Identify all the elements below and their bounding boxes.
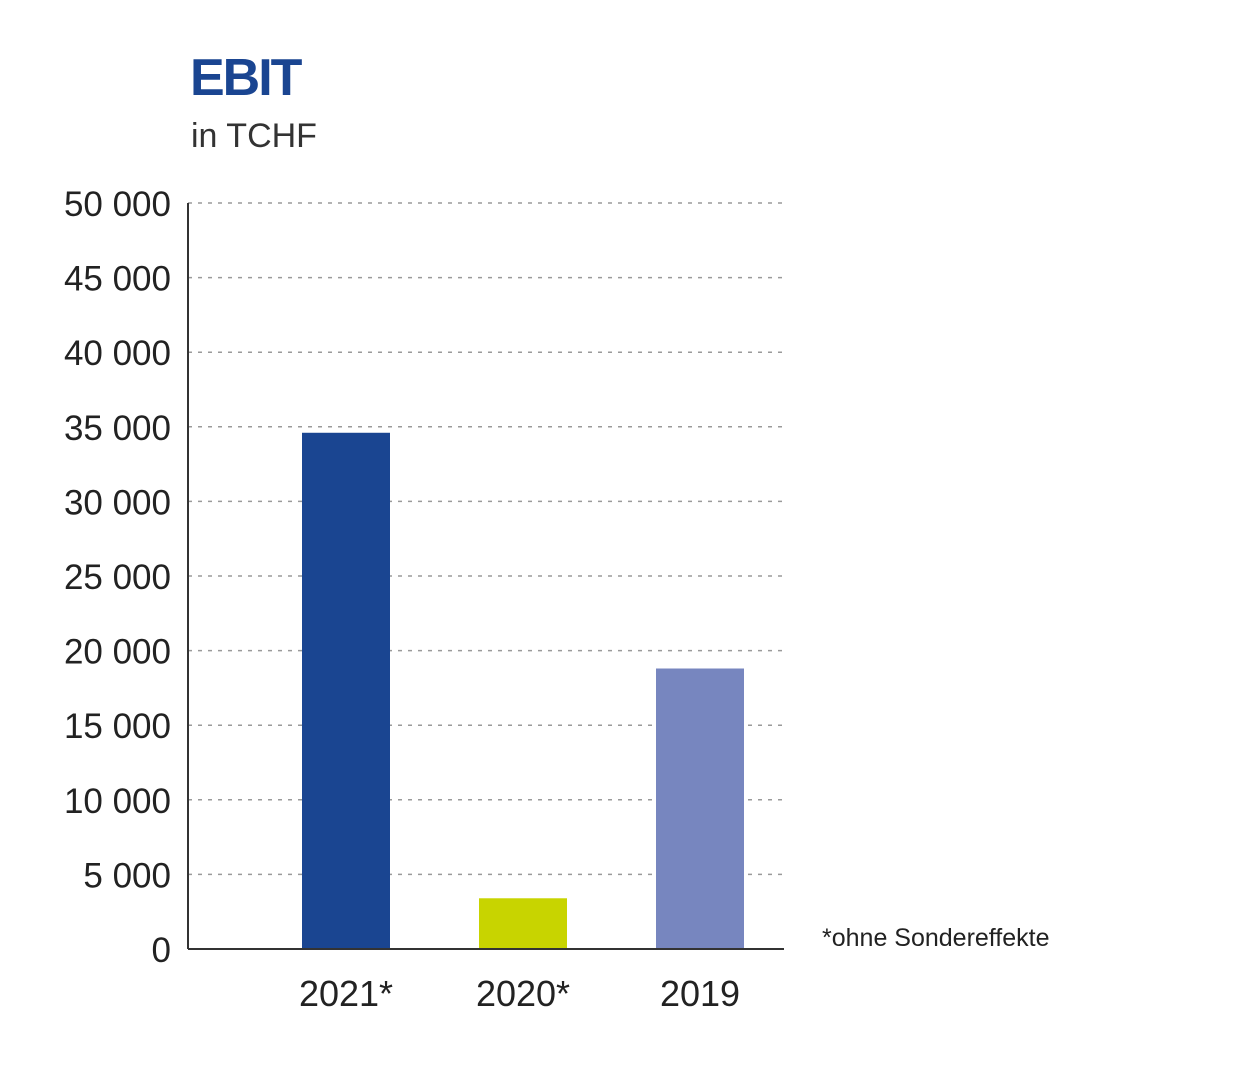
bar (302, 432, 390, 949)
x-tick-label: 2020* (476, 973, 570, 1014)
y-tick-label: 25 000 (64, 558, 171, 597)
y-tick-label: 0 (152, 931, 171, 970)
y-tick-label: 15 000 (64, 707, 171, 746)
bars (302, 432, 744, 949)
y-tick-label: 50 000 (64, 185, 171, 224)
y-tick-labels: 0 5 000 10 000 15 000 20 000 25 000 30 000 35 0… (64, 185, 171, 970)
bar (479, 898, 567, 949)
y-tick-label: 30 000 (64, 483, 171, 522)
footnote: *ohne Sondereffekte (822, 924, 1050, 952)
y-tick-label: 5 000 (83, 856, 171, 895)
axes (187, 203, 784, 950)
y-tick-label: 10 000 (64, 782, 171, 821)
y-tick-label: 20 000 (64, 633, 171, 672)
x-tick-label: 2021* (299, 973, 393, 1014)
x-tick-labels: 2021* 2020* 2019 (299, 973, 740, 1014)
chart-title: EBIT (190, 49, 302, 107)
x-tick-label: 2019 (660, 973, 740, 1014)
y-tick-label: 40 000 (64, 334, 171, 373)
y-tick-label: 45 000 (64, 260, 171, 299)
y-tick-label: 35 000 (64, 409, 171, 448)
bar (656, 668, 744, 949)
chart-subtitle: in TCHF (191, 117, 317, 155)
gridlines (188, 202, 788, 876)
